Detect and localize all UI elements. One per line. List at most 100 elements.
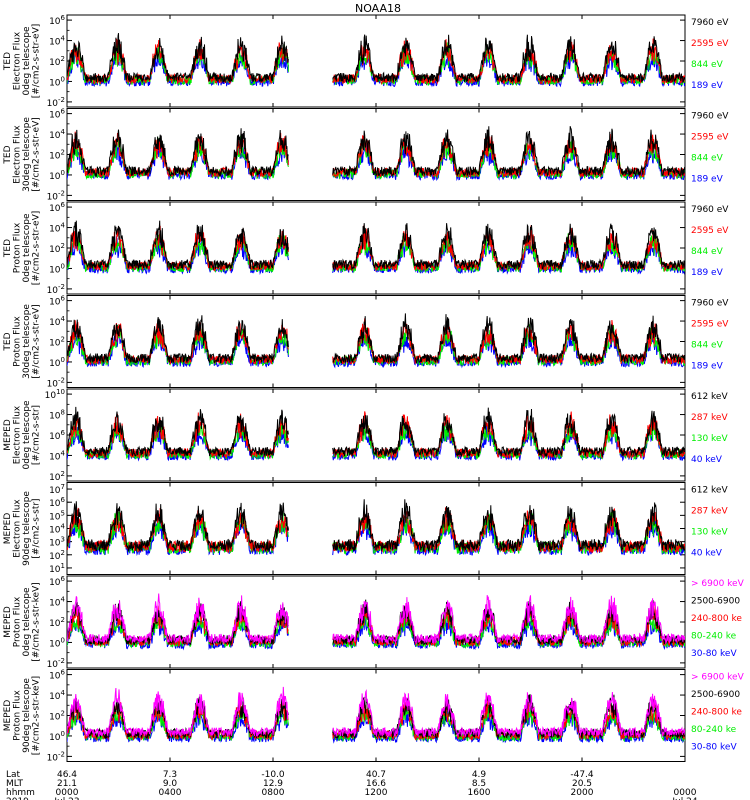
y-axis-label: [#/cm2-s-str-eV] xyxy=(32,211,42,286)
y-axis-label: [#/cm2-s-str-eV] xyxy=(32,24,42,99)
y-tick-label: 102 xyxy=(49,242,65,255)
legend-entry: 844 eV xyxy=(691,247,724,257)
axis-tick-value: 12.9 xyxy=(263,779,283,789)
legend-entry: 130 keV xyxy=(691,528,728,538)
y-tick-label: 104 xyxy=(49,596,65,609)
y-tick-label: 10-2 xyxy=(47,657,65,670)
panel-7: 10-2 100 102 104 106 MEPED Proton Flux 0deg tel… xyxy=(3,575,745,670)
y-tick-label: 102 xyxy=(49,616,65,629)
legend-entry: 30-80 keV xyxy=(691,743,737,753)
panel-4: 10-2 100 102 104 106 TED Proton Flux 30deg tele… xyxy=(3,295,729,390)
panel-3: 10-2 100 102 104 106 TED Proton Flux 0deg teles… xyxy=(3,201,729,296)
axis-tick-value: 0000 xyxy=(674,788,697,798)
y-tick-label: 100 xyxy=(49,169,65,182)
axis-tick-value: 1200 xyxy=(365,788,388,798)
legend-entry: 30-80 keV xyxy=(691,649,737,659)
panel-2: 10-2 100 102 104 106 TED Electron Flux 30deg te… xyxy=(3,108,729,203)
legend-entry: 612 keV xyxy=(691,392,728,402)
legend-entry: 189 eV xyxy=(691,175,724,185)
y-axis-label: [#/cm2-s-str] xyxy=(32,498,42,558)
axis-tick-value: 2000 xyxy=(571,788,594,798)
y-axis-label: [#/cm2-s-str-eV] xyxy=(32,117,42,192)
legend-entry: 612 keV xyxy=(691,486,728,496)
y-axis-label: TED xyxy=(3,52,13,71)
y-axis-label: TED xyxy=(3,332,13,351)
axis-tick-value: 9.0 xyxy=(163,779,178,789)
legend-entry: 287 keV xyxy=(691,507,728,517)
legend-entry: 240-800 ke xyxy=(691,614,742,624)
axis-tick-value: Jul 24 xyxy=(671,797,697,800)
legend-entry: 40 keV xyxy=(691,455,723,465)
y-axis-label: Electron Flux xyxy=(13,405,23,464)
flux-trace xyxy=(67,686,685,738)
y-axis-label: 0deg telescope xyxy=(22,26,32,96)
y-tick-label: 106 xyxy=(49,429,65,442)
axis-tick-value: 7.3 xyxy=(163,770,177,780)
y-tick-label: 105 xyxy=(49,509,65,522)
y-tick-label: 106 xyxy=(49,108,65,121)
y-axis-label: Proton Flux xyxy=(13,596,23,647)
axis-row-label: 2019 xyxy=(6,797,29,800)
y-tick-label: 10-2 xyxy=(47,189,65,202)
axis-tick-value: 1600 xyxy=(468,788,491,798)
axis-tick-value: 0800 xyxy=(262,788,285,798)
legend-entry: 844 eV xyxy=(691,60,724,70)
flux-trace xyxy=(67,220,685,272)
y-axis-label: [#/cm2-s-str-keV] xyxy=(32,676,42,755)
flux-traces xyxy=(67,313,685,369)
y-axis-label: TED xyxy=(3,145,13,164)
legend-entry: 130 keV xyxy=(691,434,728,444)
legend-entry: 2500-6900 xyxy=(691,597,740,607)
y-axis-label: MEPED xyxy=(3,419,13,451)
y-tick-label: 102 xyxy=(49,470,65,483)
y-tick-label: 104 xyxy=(49,689,65,702)
legend-entry: 2595 eV xyxy=(691,320,729,330)
axis-tick-value: 0400 xyxy=(159,788,182,798)
y-axis-label: Proton Flux xyxy=(13,316,23,367)
legend-entry: 844 eV xyxy=(691,154,724,164)
y-tick-label: 106 xyxy=(49,575,65,588)
axis-tick-value: 0000 xyxy=(56,788,79,798)
legend-entry: 40 keV xyxy=(691,549,723,559)
legend-entry: 7960 eV xyxy=(691,18,729,28)
y-axis-label: [#/cm2-s-str-keV] xyxy=(32,582,42,661)
flux-traces xyxy=(67,220,685,276)
legend-entry: > 6900 keV xyxy=(691,673,745,683)
y-tick-label: 106 xyxy=(49,669,65,682)
y-axis-label: Electron Flux xyxy=(13,31,23,90)
flux-trace xyxy=(67,33,685,84)
y-axis-label: Proton Flux xyxy=(13,222,23,273)
flux-traces xyxy=(67,593,685,651)
y-tick-label: 100 xyxy=(49,75,65,88)
flux-traces xyxy=(67,686,685,744)
y-tick-label: 106 xyxy=(49,295,65,308)
y-tick-label: 104 xyxy=(49,222,65,235)
legend-entry: 844 eV xyxy=(691,341,724,351)
axis-row-label: MLT xyxy=(6,779,24,789)
legend-entry: 2595 eV xyxy=(691,226,729,236)
panel-1: 10-2 100 102 104 106 TED Electron Flux 0deg tel… xyxy=(3,14,729,109)
y-tick-label: 1010 xyxy=(45,388,65,401)
y-axis-label: 90deg telescope xyxy=(22,491,32,566)
y-axis-label: 30deg telescope xyxy=(22,117,32,192)
y-tick-label: 10-2 xyxy=(47,96,65,109)
y-tick-label: 10-2 xyxy=(47,283,65,296)
flux-traces xyxy=(67,406,685,462)
panel-5: 102 104 106 108 1010 MEPED Electron Flux 0deg t… xyxy=(3,388,728,483)
y-axis-label: 30deg telescope xyxy=(22,304,32,379)
y-tick-label: 104 xyxy=(49,128,65,141)
y-axis-label: Electron Flux xyxy=(13,125,23,184)
flux-trace xyxy=(67,126,685,178)
axis-tick-value: 40.7 xyxy=(366,770,386,780)
flux-traces xyxy=(67,33,685,88)
panel-8: 10-2 100 102 104 106 MEPED Proton Flux 90deg te… xyxy=(3,669,745,764)
y-axis-label: TED xyxy=(3,239,13,258)
legend-entry: 189 eV xyxy=(691,362,724,372)
legend-entry: 240-800 ke xyxy=(691,708,742,718)
y-tick-label: 106 xyxy=(49,14,65,27)
axis-tick-value: -47.4 xyxy=(570,770,594,780)
axis-tick-value: 4.9 xyxy=(472,770,487,780)
y-tick-label: 107 xyxy=(49,483,65,496)
y-axis-label: MEPED xyxy=(3,513,13,545)
